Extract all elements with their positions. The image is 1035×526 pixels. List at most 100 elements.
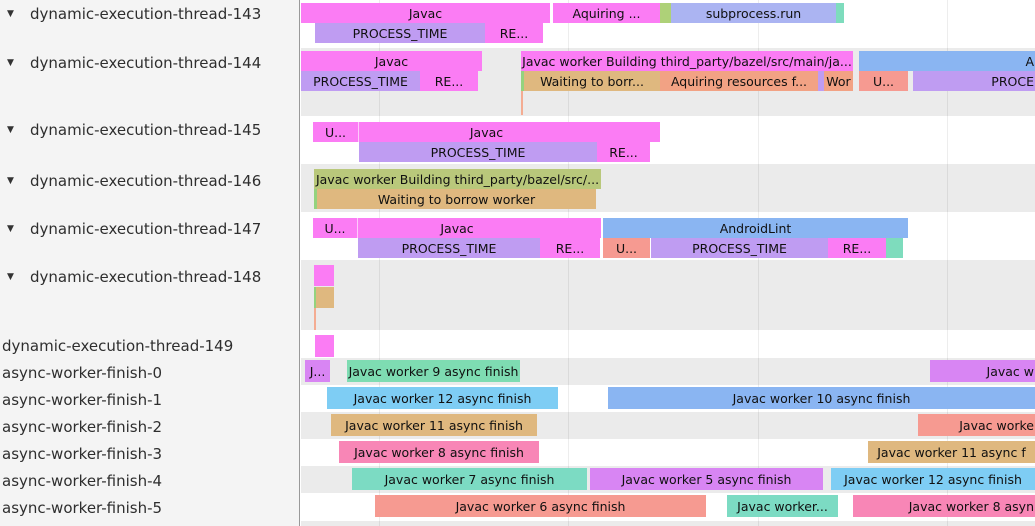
trace-slice[interactable]: Javac worker Building third_party/bazel/… <box>314 169 601 189</box>
trace-slice-label: Waiting to borrow worker <box>377 191 536 207</box>
trace-slice-label: RE... <box>609 144 638 160</box>
track-label-row[interactable]: ▼ dynamic-execution-thread-148 <box>0 268 300 286</box>
trace-slice[interactable]: PROCESS_TIME <box>651 238 828 258</box>
trace-slice[interactable]: Javac worker... <box>727 495 838 517</box>
trace-slice[interactable]: RE... <box>597 142 650 162</box>
trace-slice[interactable] <box>314 287 316 308</box>
track-label-row[interactable]: async-worker-finish-4 <box>0 472 300 490</box>
trace-slice-label: Javac worker Building third_party/bazel/… <box>315 171 600 187</box>
trace-slice-label: PROCESS_TIME <box>352 25 448 41</box>
trace-slice-label: U... <box>872 73 895 89</box>
trace-slice[interactable] <box>836 3 844 23</box>
collapse-triangle-icon[interactable]: ▼ <box>7 272 14 282</box>
trace-slice[interactable] <box>886 238 903 258</box>
trace-slice[interactable]: Javac worker 11 async f <box>868 441 1035 463</box>
trace-subslice[interactable]: U... <box>313 218 358 238</box>
trace-slice[interactable]: U... Javac <box>313 218 601 238</box>
trace-slice[interactable]: PROCE <box>913 71 1035 91</box>
trace-slice-label: PROCESS_TIME <box>692 240 787 256</box>
trace-slice-label: Javac worker 10 async finish <box>732 390 911 406</box>
track-label-row[interactable]: async-worker-finish-5 <box>0 499 300 517</box>
trace-slice-label: RE... <box>842 240 872 256</box>
trace-slice-label: Javac worker 5 async finish <box>621 471 792 487</box>
trace-slice[interactable]: Javac <box>301 51 482 71</box>
trace-slice[interactable]: U... <box>603 238 650 258</box>
trace-slice[interactable]: Waiting to borr... <box>524 71 660 91</box>
trace-slice[interactable] <box>315 335 334 357</box>
trace-slice-label: Javac <box>469 124 504 140</box>
trace-slice[interactable]: Javac worker Building third_party/bazel/… <box>521 51 853 71</box>
trace-slice[interactable]: U... Javac <box>313 122 660 142</box>
collapse-triangle-icon[interactable]: ▼ <box>7 224 14 234</box>
track-name: async-worker-finish-3 <box>2 445 163 463</box>
trace-slice[interactable]: Javac worker 12 async finish <box>327 387 558 409</box>
trace-slice[interactable]: Waiting to borrow worker <box>317 189 596 209</box>
timeline-panel[interactable]: Javac Aquiring ... subprocess.run PROCESS_T… <box>301 0 1035 526</box>
trace-slice[interactable]: Javac worker 7 async finish <box>352 468 587 490</box>
track-label-row[interactable]: ▼ dynamic-execution-thread-146 <box>0 172 300 190</box>
trace-slice[interactable]: Javac worker 8 asyn <box>853 495 1035 517</box>
trace-slice-label: PROCESS_TIME <box>430 144 526 160</box>
trace-slice[interactable]: Javac worker 6 async finish <box>375 495 706 517</box>
track-label-row[interactable]: async-worker-finish-0 <box>0 364 300 382</box>
trace-slice[interactable]: RE... <box>420 71 478 91</box>
trace-slice[interactable]: Javac w <box>930 360 1035 382</box>
trace-slice[interactable]: Aquiring ... <box>553 3 660 23</box>
trace-slice[interactable]: Javac worker 10 async finish <box>608 387 1035 409</box>
trace-slice[interactable]: PROCESS_TIME <box>359 142 597 162</box>
trace-slice[interactable] <box>521 71 524 91</box>
trace-slice[interactable]: RE... <box>540 238 600 258</box>
track-row-background <box>301 521 1035 526</box>
trace-slice[interactable]: Javac worker 9 async finish <box>347 360 520 382</box>
collapse-triangle-icon[interactable]: ▼ <box>7 125 14 135</box>
trace-slice[interactable]: RE... <box>485 23 543 43</box>
collapse-triangle-icon[interactable]: ▼ <box>7 176 14 186</box>
trace-slice[interactable]: subprocess.run <box>671 3 836 23</box>
collapse-triangle-icon[interactable]: ▼ <box>7 58 14 68</box>
trace-slice[interactable]: Aquiring resources f... <box>660 71 818 91</box>
trace-slice[interactable]: PROCESS_TIME <box>358 238 540 258</box>
track-label-row[interactable]: ▼ dynamic-execution-thread-144 <box>0 54 300 72</box>
track-label-row[interactable]: async-worker-finish-1 <box>0 391 300 409</box>
trace-slice-label: Javac worker Building third_party/bazel/… <box>522 53 852 69</box>
trace-slice[interactable]: A <box>859 51 1035 71</box>
trace-slice[interactable]: Javac worke <box>918 414 1035 436</box>
track-label-row[interactable]: ▼ dynamic-execution-thread-143 <box>0 5 300 23</box>
trace-slice[interactable] <box>314 265 334 286</box>
track-label-row[interactable]: dynamic-execution-thread-149 <box>0 337 300 355</box>
track-label-row[interactable]: async-worker-finish-2 <box>0 418 300 436</box>
trace-slice[interactable]: RE... <box>828 238 886 258</box>
track-label-row[interactable]: ▼ dynamic-execution-thread-145 <box>0 121 300 139</box>
track-name-panel: ▼ dynamic-execution-thread-143 ▼ dynamic-ex… <box>0 0 300 526</box>
trace-slice[interactable]: Javac worker 11 async finish <box>331 414 537 436</box>
trace-slice-label: A <box>1025 53 1034 69</box>
track-row-background <box>301 260 1035 330</box>
trace-slice[interactable] <box>316 287 334 308</box>
track-label-row[interactable]: ▼ dynamic-execution-thread-147 <box>0 220 300 238</box>
trace-slice[interactable]: PROCESS_TIME <box>301 71 420 91</box>
trace-slice-label: Javac worker 6 async finish <box>455 498 626 514</box>
trace-slice[interactable]: Wor <box>824 71 853 91</box>
trace-slice[interactable] <box>314 308 316 330</box>
trace-slice-label: Wor <box>826 73 851 89</box>
trace-slice-label: Javac worker 12 async finish <box>844 471 1022 487</box>
trace-slice[interactable]: PROCESS_TIME <box>315 23 485 43</box>
trace-slice[interactable]: J... <box>305 360 330 382</box>
collapse-triangle-icon[interactable]: ▼ <box>7 9 14 19</box>
trace-slice[interactable] <box>521 91 523 115</box>
trace-slice[interactable]: Javac worker 8 async finish <box>339 441 539 463</box>
trace-slice[interactable]: Javac worker 12 async finish <box>831 468 1035 490</box>
trace-slice[interactable]: AndroidLint <box>603 218 908 238</box>
trace-slice[interactable] <box>314 189 317 209</box>
track-label-row[interactable]: async-worker-finish-3 <box>0 445 300 463</box>
trace-slice-label: Javac worker 8 asyn <box>908 498 1034 514</box>
trace-slice[interactable] <box>818 71 824 91</box>
trace-slice-label: PROCESS_TIME <box>313 73 408 89</box>
trace-slice-label: RE... <box>434 73 464 89</box>
trace-slice[interactable] <box>660 3 671 23</box>
trace-slice[interactable]: Javac worker 5 async finish <box>590 468 823 490</box>
trace-subslice[interactable]: U... <box>313 122 359 142</box>
trace-slice[interactable]: Javac <box>301 3 550 23</box>
trace-slice[interactable]: U... <box>859 71 908 91</box>
